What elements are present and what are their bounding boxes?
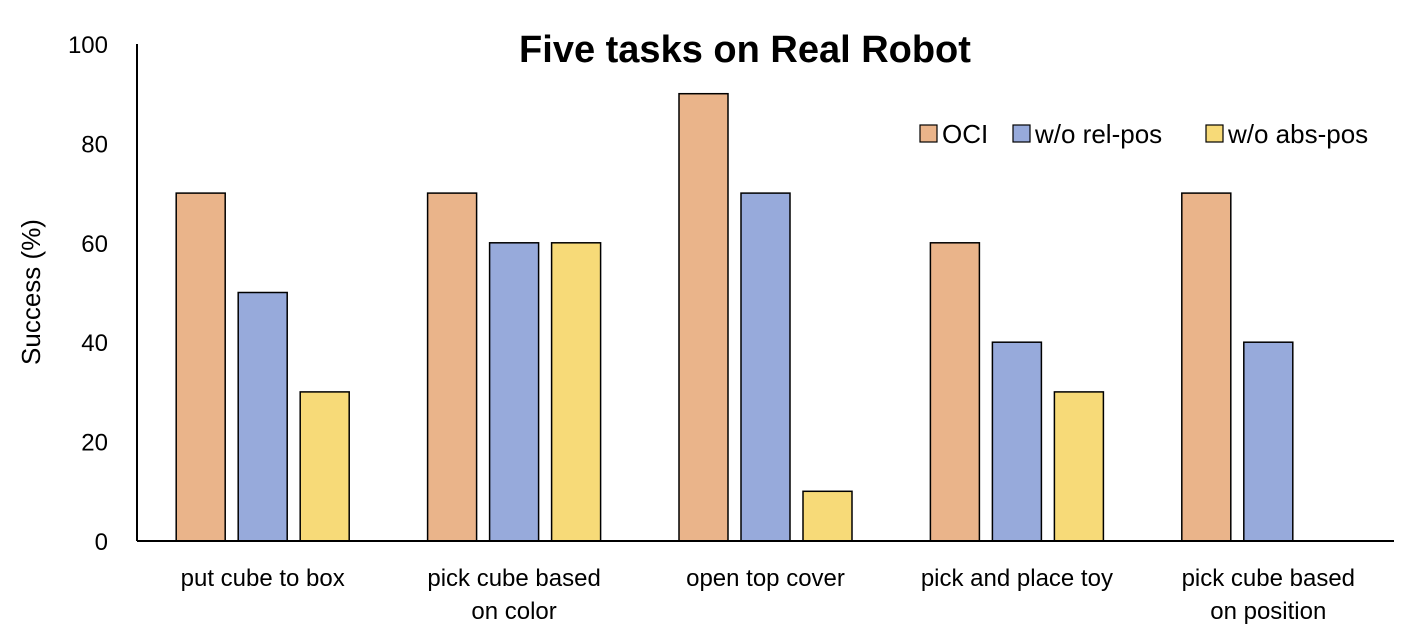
x-tick-label: open top cover: [686, 565, 845, 592]
x-tick-label: on color: [471, 598, 556, 625]
x-tick-label: pick cube based: [427, 565, 600, 592]
legend-label: w/o rel-pos: [1034, 119, 1162, 149]
legend-swatch: [919, 124, 938, 143]
bar-w-o-rel-pos: [1243, 341, 1294, 542]
y-tick-label: 40: [81, 330, 108, 357]
bar-w-o-abs-pos: [550, 242, 602, 542]
bar-oci: [1181, 192, 1232, 542]
x-tick-label: on position: [1210, 598, 1326, 625]
bar-w-o-rel-pos: [740, 192, 791, 542]
bar-oci: [426, 192, 478, 542]
legend-swatch: [1012, 124, 1031, 143]
x-tick-label: pick and place toy: [921, 565, 1113, 592]
bar-oci: [678, 92, 729, 542]
y-tick-label: 0: [95, 529, 108, 556]
bar-oci: [175, 192, 226, 542]
y-axis-label: Success (%): [16, 219, 46, 365]
y-tick-label: 20: [81, 430, 108, 457]
y-tick-label: 80: [81, 131, 108, 158]
x-tick-label: pick cube based: [1182, 565, 1355, 592]
x-tick-label: put cube to box: [181, 565, 345, 592]
bar-w-o-abs-pos: [802, 490, 853, 542]
x-axis-labels: put cube to box pick cube based on color op…: [181, 565, 1355, 625]
legend-label: OCI: [942, 119, 988, 149]
bar-w-o-rel-pos: [237, 291, 288, 542]
bar-w-o-rel-pos: [488, 242, 540, 542]
legend-label: w/o abs-pos: [1227, 119, 1368, 149]
bars: [175, 92, 1294, 542]
bar-w-o-abs-pos: [299, 391, 350, 542]
legend-swatch: [1205, 124, 1224, 143]
y-tick-label: 60: [81, 231, 108, 258]
y-tick-label: 100: [68, 32, 108, 59]
legend: OCI w/o rel-pos w/o abs-pos: [919, 119, 1368, 149]
bar-w-o-rel-pos: [991, 341, 1043, 542]
bar-oci: [929, 242, 981, 542]
bar-w-o-abs-pos: [1053, 391, 1105, 542]
y-axis-ticks: 0 20 40 60 80 100: [68, 32, 108, 556]
axes: [136, 44, 1394, 542]
chart-title: Five tasks on Real Robot: [519, 29, 971, 71]
